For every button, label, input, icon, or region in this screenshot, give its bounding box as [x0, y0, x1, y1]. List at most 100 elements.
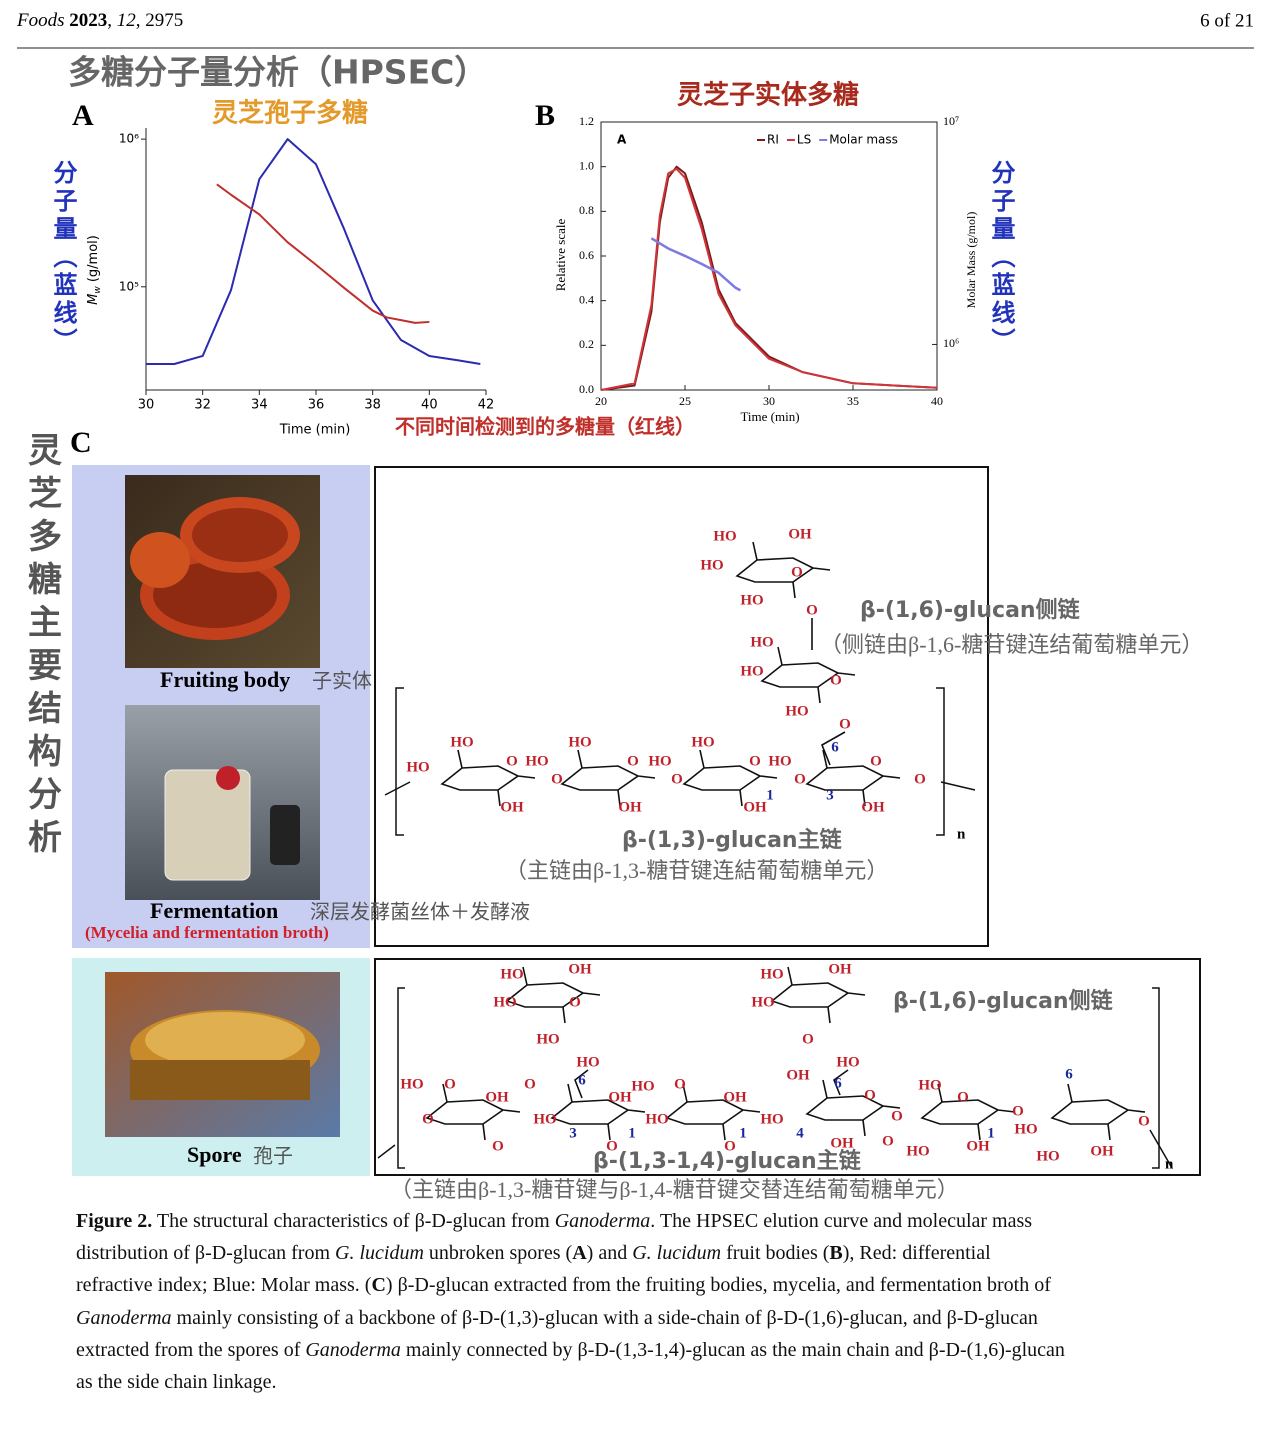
atom-label: O: [891, 1108, 903, 1124]
source-detail: (Mycelia and fermentation broth): [85, 923, 329, 942]
caption-run: . The HPSEC elution curve and molecular …: [76, 1210, 1033, 1265]
atom-label: HO: [450, 734, 473, 750]
y-tick-label: 10⁵: [119, 279, 139, 293]
y-axis-label-part: w: [93, 286, 103, 294]
y2-tick-label: 10⁷: [943, 114, 959, 128]
caption-run: Ganoderma: [554, 1210, 651, 1232]
atom-label: O: [674, 1076, 686, 1092]
atom-label: HO: [760, 1111, 783, 1127]
atom-label: HO: [691, 734, 714, 750]
y2-tick-label: 10⁶: [943, 336, 959, 350]
sep: ,: [107, 10, 117, 31]
atom-label: HO: [525, 753, 548, 769]
atom-label: O: [957, 1089, 969, 1105]
locant: 6: [831, 739, 839, 755]
series-line: [600, 167, 938, 391]
atom-label: O: [791, 564, 803, 580]
atom-label: O: [606, 1138, 618, 1154]
x-tick-label: 42: [478, 398, 495, 413]
chart-title: 灵芝孢子多糖: [212, 98, 368, 129]
caption-run: ) and: [586, 1242, 633, 1265]
atom-label: HO: [768, 753, 791, 769]
structure-label: β-(1,6)-glucan侧链: [860, 597, 1080, 623]
panel-label: B: [535, 99, 555, 132]
atom-label: O: [524, 1076, 536, 1092]
y-tick-label: 0.2: [579, 337, 594, 351]
x-tick-label: 36: [308, 398, 325, 413]
x-axis-label: Time (min): [740, 409, 799, 424]
x-tick-label: 20: [595, 394, 607, 408]
glucose-ring: [805, 749, 901, 807]
atom-label: O: [882, 1133, 894, 1149]
atom-label: HO: [740, 663, 763, 679]
caption-run: Ganoderma: [76, 1306, 172, 1329]
structure-label: β-(1,3)-glucan主链: [622, 827, 842, 853]
figure-title: 多糖分子量分析（HPSEC）: [68, 53, 487, 92]
caption: Figure 2. The structural characteristics…: [76, 1205, 1068, 1398]
atom-label: HO: [500, 966, 523, 982]
atom-label: O: [627, 753, 639, 769]
side-title: 灵芝多糖主要结构分析: [22, 432, 62, 862]
caption-run: ) β-D-glucan extracted from the fruiting…: [385, 1274, 1051, 1297]
source-name: Fruiting body: [160, 667, 290, 692]
atom-label: OH: [743, 799, 767, 815]
glucose-ring: [805, 1079, 901, 1137]
series-line: [600, 165, 938, 391]
caption-run: mainly connected by β-D-(1,3-1,4)-glucan…: [76, 1338, 1065, 1394]
repeat-index: n: [1165, 1156, 1174, 1172]
structure-box: [374, 958, 1201, 1176]
x-tick-label: 32: [194, 398, 211, 413]
atom-label: OH: [618, 799, 642, 815]
atom-label: O: [870, 753, 882, 769]
glucose-ring: [505, 966, 601, 1024]
caption-run: The structural characteristics of β-D-gl…: [152, 1210, 555, 1232]
source-name-zh: 子实体: [312, 669, 372, 693]
running-head: Foods 2023, 12, 2975: [16, 10, 183, 31]
source-name-zh: 深层发酵菌丝体＋发酵液: [310, 900, 530, 924]
photo-fermenter: [125, 705, 320, 900]
caption-run: unbroken spores (: [423, 1242, 573, 1265]
atom-label: O: [914, 771, 926, 787]
source-name-zh: 孢子: [253, 1144, 293, 1168]
atom-label: OH: [608, 1089, 632, 1105]
source-name: Spore: [187, 1142, 242, 1167]
caption-run: Figure 2.: [76, 1210, 153, 1232]
glucose-ring: [550, 1083, 646, 1141]
panel-label: C: [70, 426, 92, 459]
glucose-ring: [735, 541, 831, 599]
atom-label: O: [794, 771, 806, 787]
atom-label: HO: [760, 966, 783, 982]
plot-frame: [600, 121, 938, 391]
atom-label: O: [671, 771, 683, 787]
source-name: Fermentation: [150, 898, 278, 923]
glucose-ring: [425, 1083, 521, 1141]
glucose-ring: [760, 646, 856, 704]
journal: Foods: [16, 10, 69, 31]
atom-label: HO: [1036, 1148, 1059, 1164]
caption-run: C: [371, 1274, 386, 1297]
atom-label: OH: [788, 526, 812, 542]
caption-run: fruit bodies (: [721, 1242, 830, 1265]
locant: 3: [826, 787, 834, 803]
atom-label: HO: [836, 1054, 859, 1070]
atom-label: HO: [713, 528, 736, 544]
y-tick-label: 10⁶: [119, 132, 139, 146]
legend-label: RI: [767, 133, 779, 147]
series-line: [146, 138, 481, 365]
glucose-ring: [665, 1083, 761, 1141]
y-axis-label-part: (g/mol): [86, 235, 101, 286]
atom-label: HO: [576, 1054, 599, 1070]
linkage: [574, 1069, 849, 1099]
atom-label: OH: [723, 1089, 747, 1105]
atom-label: O: [724, 1138, 736, 1154]
series-line: [216, 183, 430, 324]
legend-label: Molar mass: [829, 133, 898, 147]
atom-label: HO: [568, 734, 591, 750]
y-tick-label: 0.6: [579, 248, 594, 262]
atom-label: OH: [786, 1067, 810, 1083]
atom-label: HO: [1014, 1121, 1037, 1137]
y-tick-label: 0.4: [579, 292, 594, 306]
y-axis-label: Relative scale: [553, 219, 568, 292]
locant: 1: [628, 1125, 636, 1141]
